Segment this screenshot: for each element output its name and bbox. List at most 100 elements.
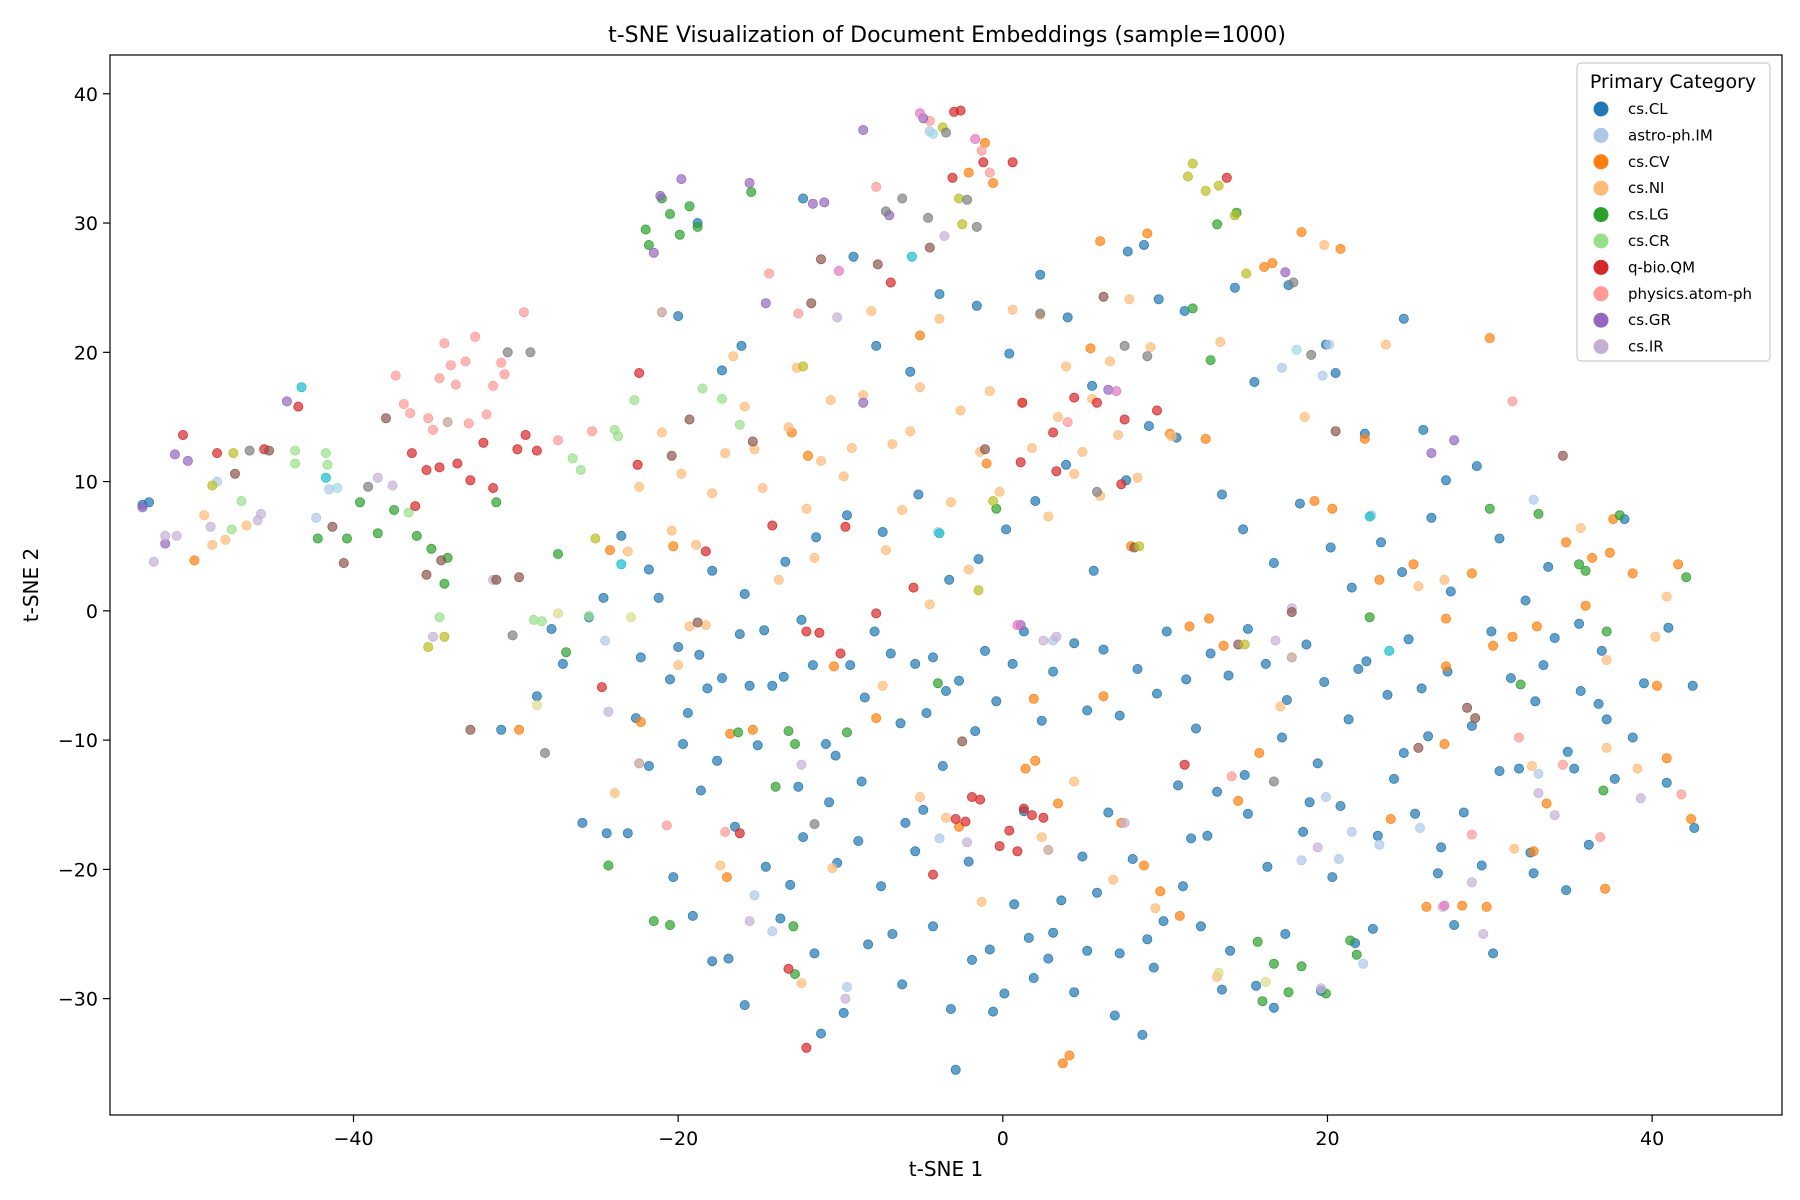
data-point: [643, 239, 654, 250]
data-point: [1382, 689, 1393, 700]
data-point: [1462, 702, 1473, 713]
data-point: [1213, 180, 1224, 191]
y-tick-label: 20: [74, 342, 98, 364]
data-point: [1257, 996, 1268, 1007]
data-point: [971, 300, 982, 311]
data-point: [1212, 219, 1223, 230]
data-point: [1028, 973, 1039, 984]
data-point: [778, 671, 789, 682]
data-point: [1327, 503, 1338, 514]
data-point: [1296, 961, 1307, 972]
legend-marker: [1593, 312, 1609, 328]
data-point: [934, 528, 945, 539]
x-tick-label: 0: [997, 1128, 1009, 1150]
data-point: [655, 190, 666, 201]
data-point: [1317, 370, 1328, 381]
data-point: [973, 585, 984, 596]
data-point: [199, 510, 210, 521]
data-point: [1661, 591, 1672, 602]
data-point: [1306, 349, 1317, 360]
data-point: [439, 338, 450, 349]
data-point: [1449, 920, 1460, 931]
data-point: [1681, 572, 1692, 583]
data-point: [954, 193, 965, 204]
data-point: [1316, 983, 1327, 994]
data-point: [338, 558, 349, 569]
data-point: [653, 592, 664, 603]
data-point: [793, 308, 804, 319]
data-point: [976, 896, 987, 907]
data-point: [1639, 678, 1650, 689]
data-point: [1376, 537, 1387, 548]
data-point: [322, 459, 333, 470]
data-point: [947, 172, 958, 183]
data-point: [783, 963, 794, 974]
data-point: [950, 814, 961, 825]
data-point: [143, 497, 154, 508]
data-point: [1116, 479, 1127, 490]
series-q-bio.QM: [177, 105, 1232, 1053]
data-point: [598, 592, 609, 603]
data-point: [661, 820, 672, 831]
data-point: [1007, 304, 1018, 315]
data-point: [921, 708, 932, 719]
data-point: [1062, 417, 1073, 428]
data-point: [816, 455, 827, 466]
data-point: [1145, 342, 1156, 353]
series-physics.atom-ph: [390, 115, 1687, 843]
data-point: [915, 330, 926, 341]
data-point: [695, 785, 706, 796]
data-point: [1158, 916, 1169, 927]
data-point: [694, 649, 705, 660]
data-point: [1403, 634, 1414, 645]
data-point: [1575, 523, 1586, 534]
data-point: [320, 472, 331, 483]
legend-label: cs.GR: [1628, 311, 1671, 329]
legend-marker: [1593, 101, 1609, 117]
data-point: [491, 497, 502, 508]
data-point: [1335, 243, 1346, 254]
data-point: [613, 431, 624, 442]
y-tick-label: 40: [74, 84, 98, 106]
data-point: [1015, 457, 1026, 468]
data-point: [1488, 640, 1499, 651]
data-point: [1030, 495, 1041, 506]
data-point: [1410, 808, 1421, 819]
data-point: [871, 181, 882, 192]
data-point: [770, 781, 781, 792]
data-point: [764, 268, 775, 279]
data-point: [962, 194, 973, 205]
data-point: [1023, 932, 1034, 943]
data-point: [1178, 881, 1189, 892]
data-point: [1242, 624, 1253, 635]
data-point: [1056, 895, 1067, 906]
data-point: [842, 510, 853, 521]
data-point: [1051, 466, 1062, 477]
data-point: [957, 736, 968, 747]
data-point: [1478, 929, 1489, 940]
data-point: [1254, 748, 1265, 759]
data-point: [1384, 645, 1395, 656]
data-point: [590, 533, 601, 544]
data-point: [1413, 581, 1424, 592]
data-point: [1095, 236, 1106, 247]
data-point: [1398, 748, 1409, 759]
data-point: [845, 660, 856, 671]
data-point: [281, 396, 292, 407]
data-point: [587, 426, 598, 437]
data-point: [798, 193, 809, 204]
data-point: [1139, 239, 1150, 250]
data-point: [721, 872, 732, 883]
data-point: [643, 761, 654, 772]
data-point: [739, 1000, 750, 1011]
data-point: [780, 556, 791, 567]
data-point: [426, 543, 437, 554]
data-point: [481, 409, 492, 420]
data-point: [871, 340, 882, 351]
data-point: [445, 360, 456, 371]
data-point: [1187, 303, 1198, 314]
data-point: [900, 817, 911, 828]
data-point: [960, 816, 971, 827]
data-point: [1439, 900, 1450, 911]
